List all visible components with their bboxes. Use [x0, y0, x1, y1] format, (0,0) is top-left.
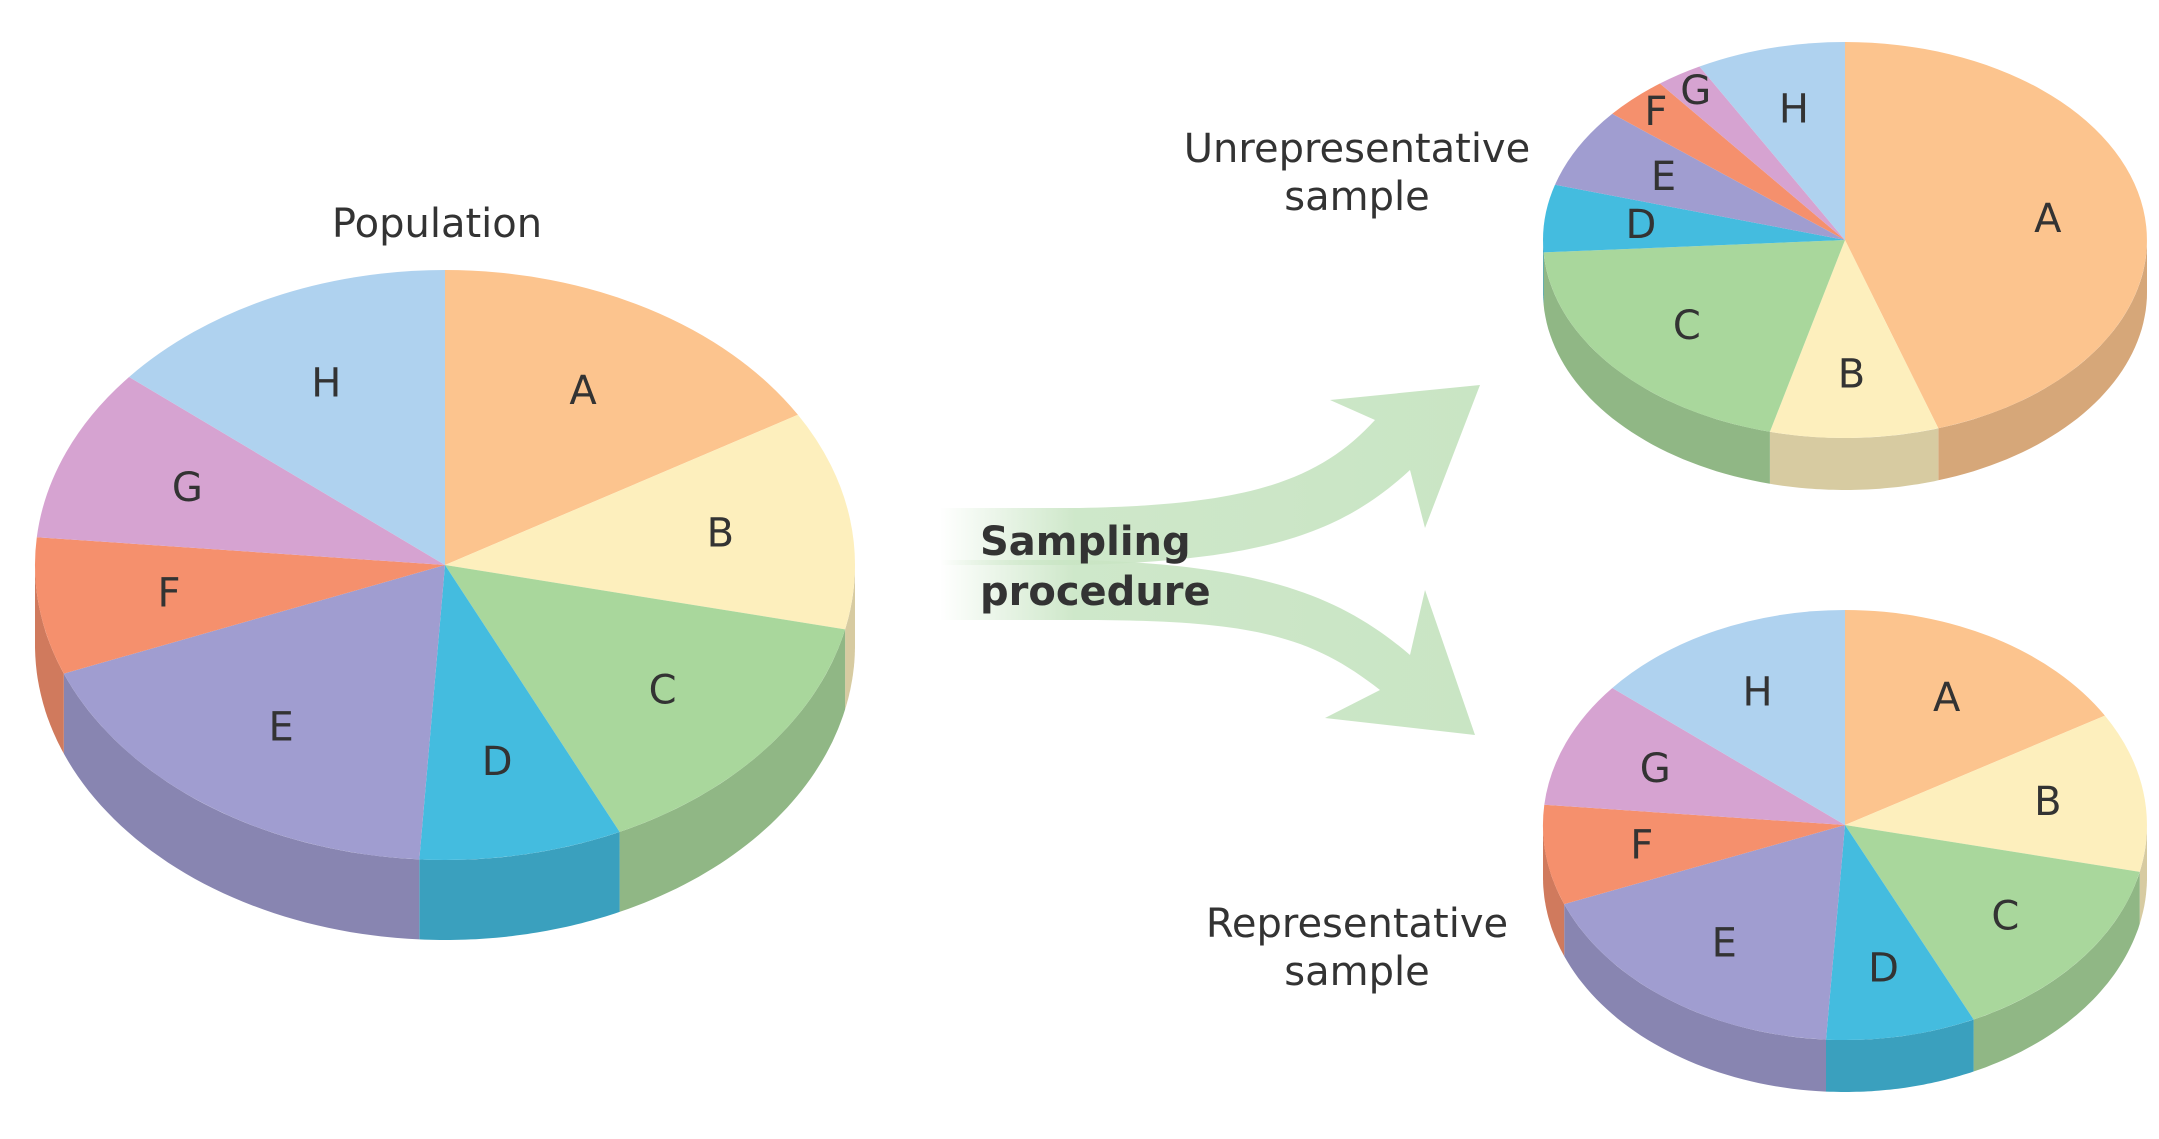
pie-slice-g	[36, 377, 446, 565]
pie-label-f: F	[1644, 89, 1667, 135]
pie-slice-d	[419, 565, 620, 860]
pie-side-e	[1564, 904, 1826, 1092]
representative-sample-pie: A B C D E FG H	[1542, 610, 2147, 1092]
pie-slice-a	[1845, 42, 2147, 429]
pie-side-d	[1826, 1019, 1974, 1092]
pie-slice-e	[1555, 113, 1845, 240]
arrow-to-representative	[940, 560, 1475, 735]
pie-slice-h	[1612, 610, 1845, 825]
unrepresentative-sample-pie: A B C DEF G H	[1543, 42, 2147, 490]
pie-label-d: D	[1625, 202, 1656, 248]
pie-side-b	[2139, 825, 2147, 924]
pie-label-c: C	[1673, 303, 1701, 349]
pie-slice-f	[1542, 804, 1845, 905]
pie-label-f: F	[157, 570, 180, 616]
pie-slice-c	[1543, 240, 1845, 432]
representative-caption-line2: sample	[1284, 949, 1429, 995]
pie-slice-e	[1564, 825, 1845, 1040]
population-pie: A B C D E F G H	[34, 270, 855, 940]
pie-label-b: B	[707, 511, 734, 557]
pie-slice-f	[1612, 83, 1845, 240]
pie-label-g: G	[172, 465, 203, 511]
pie-label-d: D	[1868, 946, 1899, 992]
sampling-procedure-line1: Sampling	[980, 519, 1191, 565]
pie-label-c: C	[1991, 893, 2019, 939]
pie-label-h: H	[1779, 87, 1809, 133]
population-caption: Population	[332, 201, 542, 247]
pie-slice-h	[129, 270, 445, 565]
pie-label-a: A	[569, 368, 597, 414]
pie-slice-d	[1543, 184, 1845, 253]
pie-label-e: E	[268, 704, 293, 750]
pie-slice-a	[1845, 610, 2105, 825]
representative-caption-line1: Representative	[1206, 901, 1508, 947]
pie-slice-h	[1699, 42, 1845, 240]
pie-label-g: G	[1640, 746, 1671, 792]
pie-label-e: E	[1651, 154, 1676, 200]
arrow-to-unrepresentative	[940, 385, 1480, 565]
pie-slice-a	[445, 270, 798, 565]
pie-side-b	[1769, 428, 1939, 490]
pie-side-a	[1938, 240, 2147, 481]
pie-side-f	[35, 565, 64, 754]
pie-side-e	[63, 673, 420, 940]
pie-label-a: A	[2034, 196, 2062, 242]
pie-slice-d	[1826, 825, 1974, 1041]
pie-side-c	[1973, 871, 2140, 1072]
pie-slice-g	[1544, 688, 1845, 825]
pie-side-d	[1543, 240, 1544, 305]
pie-slice-c	[1845, 825, 2140, 1020]
pie-label-b: B	[1838, 352, 1865, 398]
sampling-arrows	[940, 385, 1480, 735]
pie-label-h: H	[1743, 670, 1773, 716]
pie-label-a: A	[1933, 675, 1961, 721]
pie-side-c	[619, 629, 846, 912]
pie-label-f: F	[1630, 823, 1653, 869]
sampling-procedure-line2: procedure	[980, 569, 1211, 615]
pie-label-h: H	[311, 361, 341, 407]
unrepresentative-caption-line1: Unrepresentative	[1184, 126, 1530, 172]
pie-label-d: D	[482, 739, 513, 785]
pie-side-b	[845, 565, 855, 710]
pie-slice-c	[445, 565, 846, 832]
pie-slice-b	[1845, 715, 2147, 872]
pie-label-c: C	[649, 667, 677, 713]
pie-slice-f	[34, 537, 445, 674]
pie-side-f	[1543, 825, 1565, 957]
pie-side-d	[419, 831, 620, 940]
pie-label-b: B	[2034, 779, 2061, 825]
unrepresentative-caption-line2: sample	[1284, 174, 1429, 220]
pie-slice-e	[63, 565, 446, 860]
pie-slice-b	[1769, 240, 1939, 439]
pie-label-g: G	[1680, 68, 1711, 114]
pie-side-c	[1543, 252, 1770, 484]
pie-slice-b	[445, 414, 855, 630]
pie-slice-g	[1659, 66, 1845, 240]
pie-label-e: E	[1712, 920, 1737, 966]
